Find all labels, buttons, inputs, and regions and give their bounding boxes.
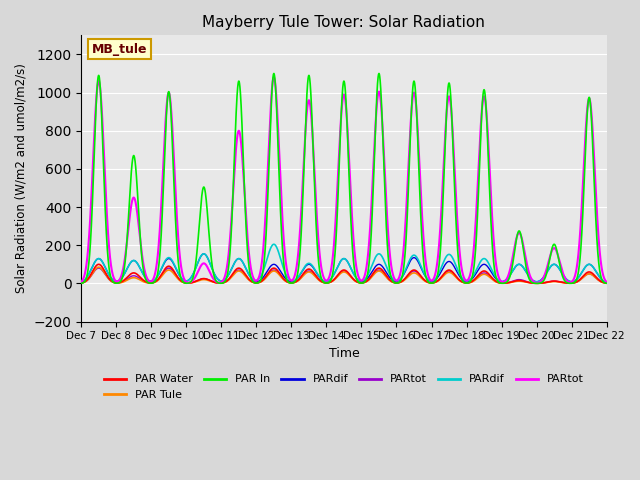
Title: Mayberry Tule Tower: Solar Radiation: Mayberry Tule Tower: Solar Radiation (202, 15, 485, 30)
Y-axis label: Solar Radiation (W/m2 and umol/m2/s): Solar Radiation (W/m2 and umol/m2/s) (15, 63, 28, 293)
Text: MB_tule: MB_tule (92, 43, 147, 56)
Legend: PAR Water, PAR Tule, PAR In, PARdif, PARtot, PARdif, PARtot: PAR Water, PAR Tule, PAR In, PARdif, PAR… (99, 370, 589, 405)
X-axis label: Time: Time (328, 347, 359, 360)
